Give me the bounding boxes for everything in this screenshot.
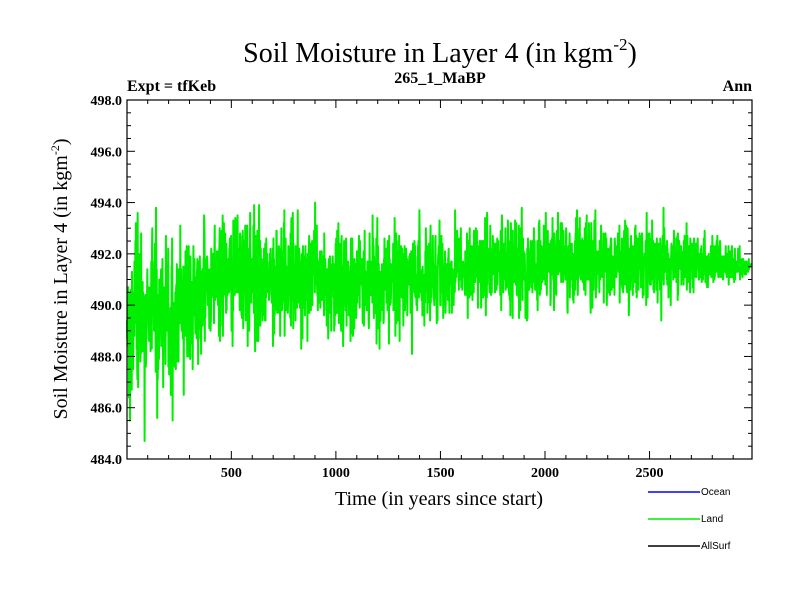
chart-title-main: Soil Moisture in Layer 4 (in kgm xyxy=(243,38,613,69)
legend: Ocean Land AllSurf xyxy=(648,487,731,552)
x-axis-label: Time (in years since start) xyxy=(335,488,543,510)
chart-title-superscript: -2 xyxy=(613,35,627,54)
legend-label-land: Land xyxy=(701,514,723,525)
y-tick-label: 488.0 xyxy=(91,350,123,365)
chart-title-suffix: ) xyxy=(628,38,637,69)
y-tick-label: 498.0 xyxy=(91,94,123,109)
y-axis-label-main: Soil Moisture in Layer 4 (in kgm xyxy=(50,155,72,420)
y-tick-label: 484.0 xyxy=(91,453,123,468)
legend-label-ocean: Ocean xyxy=(701,487,730,498)
header-center: 265_1_MaBP xyxy=(394,70,486,87)
header-left: Expt = tfKeb xyxy=(127,78,216,95)
y-axis-label-suffix: ) xyxy=(50,138,72,145)
x-tick-label: 500 xyxy=(221,466,242,481)
x-tick-label: 2500 xyxy=(636,466,664,481)
plot-area: 500 1000 1500 2000 2500 484.0 486.0 488.0 490.0 4… xyxy=(91,94,753,481)
y-tick-label: 494.0 xyxy=(91,197,123,212)
y-tick-label: 496.0 xyxy=(91,145,123,160)
legend-label-allsurf: AllSurf xyxy=(701,541,731,552)
x-tick-label: 1500 xyxy=(426,466,454,481)
y-axis-label: Soil Moisture in Layer 4 (in kgm-2) xyxy=(48,138,72,419)
y-tick-label: 486.0 xyxy=(91,402,123,417)
header-right: Ann xyxy=(723,78,752,95)
series-line-land xyxy=(126,201,753,443)
y-axis-label-superscript: -2 xyxy=(48,145,62,155)
x-tick-label: 2000 xyxy=(531,466,559,481)
x-tick-label: 1000 xyxy=(322,466,350,481)
chart-title: Soil Moisture in Layer 4 (in kgm-2) xyxy=(243,35,637,69)
y-tick-label: 492.0 xyxy=(91,248,123,263)
y-tick-label: 490.0 xyxy=(91,299,123,314)
